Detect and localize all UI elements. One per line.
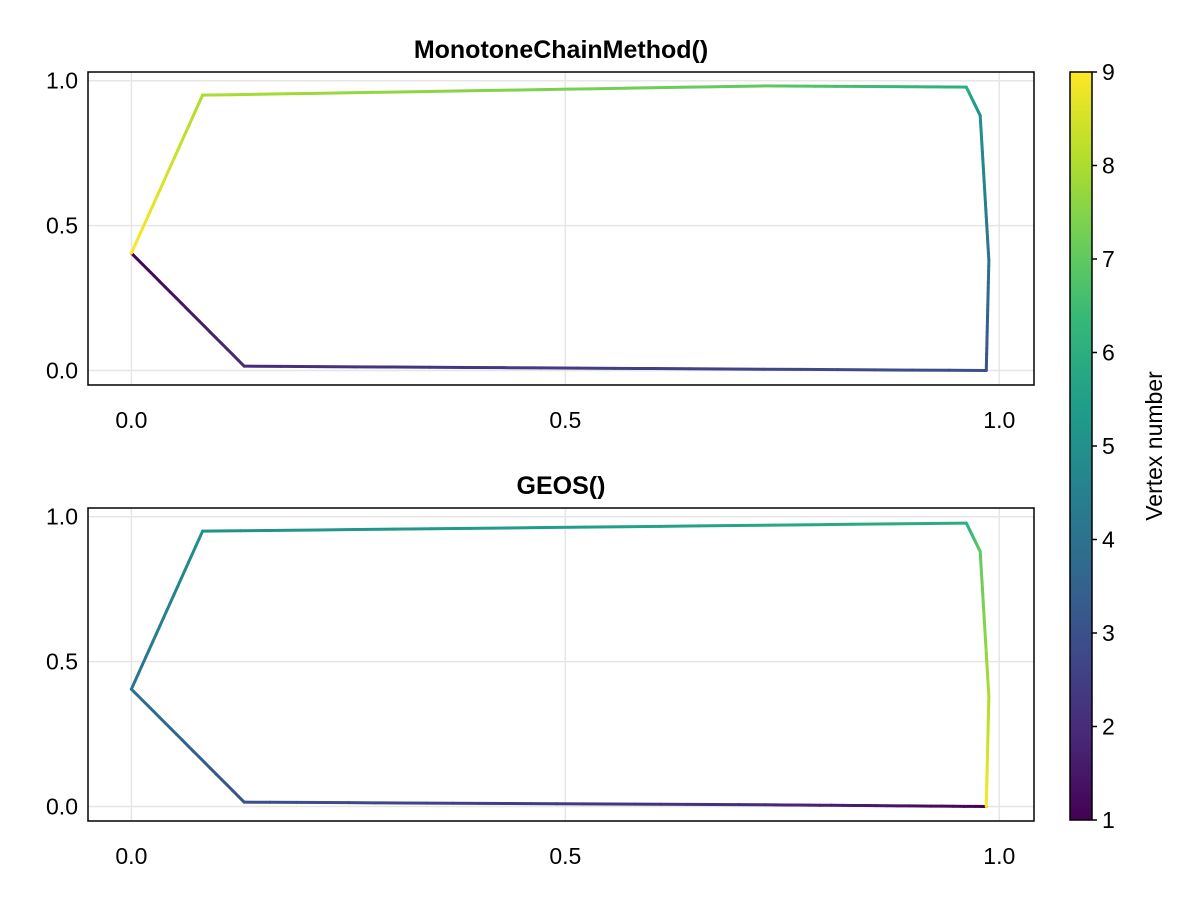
colorbar-tick-label: 6 [1102,340,1115,366]
bottom-axes: 0.0 0.5 1.0 0.0 0.5 1.0 GEOS() [46,472,1035,869]
bottom-hull-line [129,521,991,809]
top-hull-line [129,84,991,373]
x-tick-label: 0.0 [115,843,147,869]
colorbar-gradient [1069,71,1093,821]
bottom-grid [88,508,1034,821]
y-tick-label: 0.5 [46,213,78,239]
colorbar: 1 2 3 4 5 6 7 8 9 Vertex number [1069,59,1167,833]
colorbar-tick-label: 8 [1102,153,1115,179]
colorbar-ticks: 1 2 3 4 5 6 7 8 9 [1092,59,1115,833]
top-grid [88,72,1034,385]
y-tick-label: 0.0 [46,358,78,384]
bottom-axes-frame [87,507,1035,822]
x-tick-label: 0.5 [549,407,581,433]
y-tick-label: 0.0 [46,794,78,820]
x-tick-label: 1.0 [983,407,1015,433]
bottom-ticks: 0.0 0.5 1.0 0.0 0.5 1.0 [46,504,1015,869]
hull-segment [129,243,137,255]
bottom-axes-title: GEOS() [517,472,606,500]
colorbar-tick-label: 5 [1102,433,1115,459]
top-ticks: 0.0 0.5 1.0 0.0 0.5 1.0 [46,68,1015,433]
colorbar-tick-label: 4 [1102,527,1115,553]
y-tick-label: 1.0 [46,504,78,530]
colorbar-tick-label: 1 [1102,807,1115,833]
top-axes-frame [87,71,1035,386]
x-tick-label: 1.0 [983,843,1015,869]
colorbar-tick-label: 9 [1102,59,1115,85]
y-tick-label: 0.5 [46,649,78,675]
x-tick-label: 0.0 [115,407,147,433]
colorbar-tick-label: 2 [1102,714,1115,740]
top-axes-title: MonotoneChainMethod() [414,36,708,64]
top-axes: 0.0 0.5 1.0 0.0 0.5 1.0 MonotoneChainMethod() [46,36,1035,433]
y-tick-label: 1.0 [46,68,78,94]
colorbar-tick-label: 7 [1102,246,1115,272]
x-tick-label: 0.5 [549,843,581,869]
colorbar-label: Vertex number [1141,371,1167,521]
colorbar-tick-label: 3 [1102,620,1115,646]
